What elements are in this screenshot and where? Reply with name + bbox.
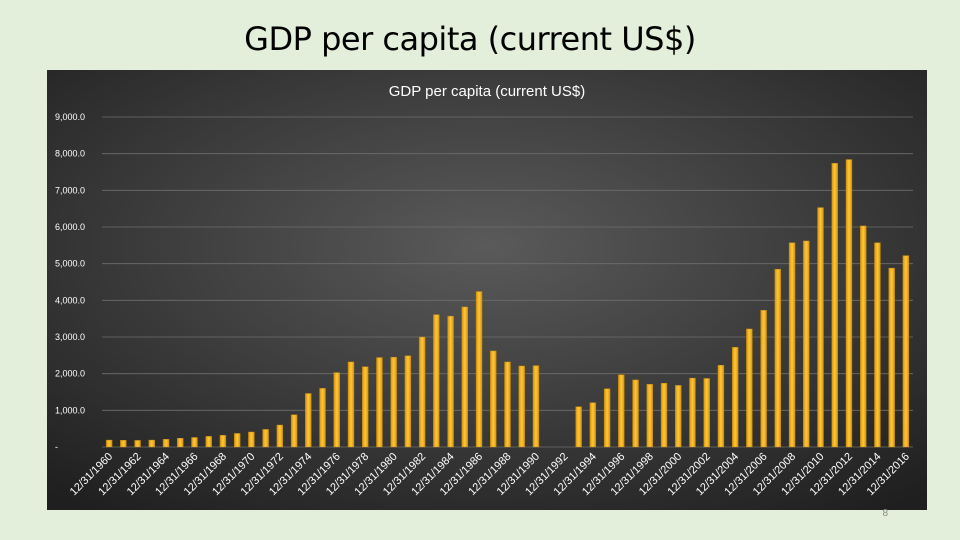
bar (774, 268, 782, 448)
bar (532, 365, 540, 448)
bar (788, 242, 796, 448)
bar (134, 440, 141, 448)
bar (233, 433, 241, 448)
bar (817, 207, 824, 448)
bar (177, 438, 184, 448)
bar (746, 328, 753, 448)
bars (105, 159, 910, 448)
bar (390, 356, 397, 448)
bar (290, 414, 298, 448)
bar (248, 431, 255, 448)
bar (447, 315, 454, 448)
bar (333, 372, 340, 448)
chart-title: GDP per capita (current US$) (389, 83, 585, 100)
y-tick-label: 8,000.0 (55, 149, 85, 159)
bar-chart: GDP per capita (current US$) - 1,000.0 2,0… (47, 70, 927, 510)
bar (575, 406, 582, 448)
y-axis-ticks: - 1,000.0 2,000.0 3,000.0 4,000.0 5,000.0 6,00… (55, 112, 85, 452)
bar (689, 377, 696, 448)
slide-title: GDP per capita (current US$) (244, 20, 696, 58)
bar (305, 393, 312, 448)
bar (731, 347, 739, 448)
bar (632, 379, 639, 448)
bar (490, 350, 497, 448)
bar (276, 424, 284, 448)
bar (675, 385, 682, 448)
bar (418, 336, 426, 448)
bar (219, 435, 227, 448)
bar (376, 357, 383, 448)
bar (660, 383, 668, 448)
bar (902, 255, 910, 448)
bar (347, 361, 355, 448)
bar (803, 240, 810, 448)
bar (404, 355, 412, 448)
bar (888, 267, 895, 448)
bar (461, 306, 469, 448)
chart-panel: GDP per capita (current US$) - 1,000.0 2,0… (47, 70, 927, 510)
bar (831, 162, 838, 448)
y-tick-label: 7,000.0 (55, 185, 85, 195)
bar (120, 440, 127, 448)
bar (703, 378, 710, 448)
y-tick-label: 3,000.0 (55, 332, 85, 342)
y-tick-label: 5,000.0 (55, 259, 85, 269)
slide-number: 8 (882, 508, 888, 519)
bar (618, 374, 625, 448)
bar (646, 384, 653, 448)
y-tick-label: 6,000.0 (55, 222, 85, 232)
bar (504, 361, 511, 448)
bar (162, 439, 170, 448)
bar (603, 388, 611, 448)
y-tick-label: 2,000.0 (55, 369, 85, 379)
bar (148, 439, 155, 448)
bar (475, 291, 483, 448)
bar (874, 242, 881, 448)
y-tick-label: 4,000.0 (55, 295, 85, 305)
bar (760, 310, 767, 448)
bar (845, 159, 853, 448)
bar (433, 314, 440, 448)
y-tick-label: 1,000.0 (55, 405, 85, 415)
y-tick-label: - (55, 442, 58, 452)
bar (518, 365, 525, 448)
bar (191, 437, 198, 448)
bar (860, 225, 867, 448)
y-tick-label: 9,000.0 (55, 112, 85, 122)
bar (319, 388, 326, 448)
bar (205, 436, 212, 448)
bar (362, 366, 369, 448)
bar (105, 439, 113, 448)
bar (262, 429, 269, 448)
bar (589, 402, 597, 448)
bar (717, 365, 725, 448)
